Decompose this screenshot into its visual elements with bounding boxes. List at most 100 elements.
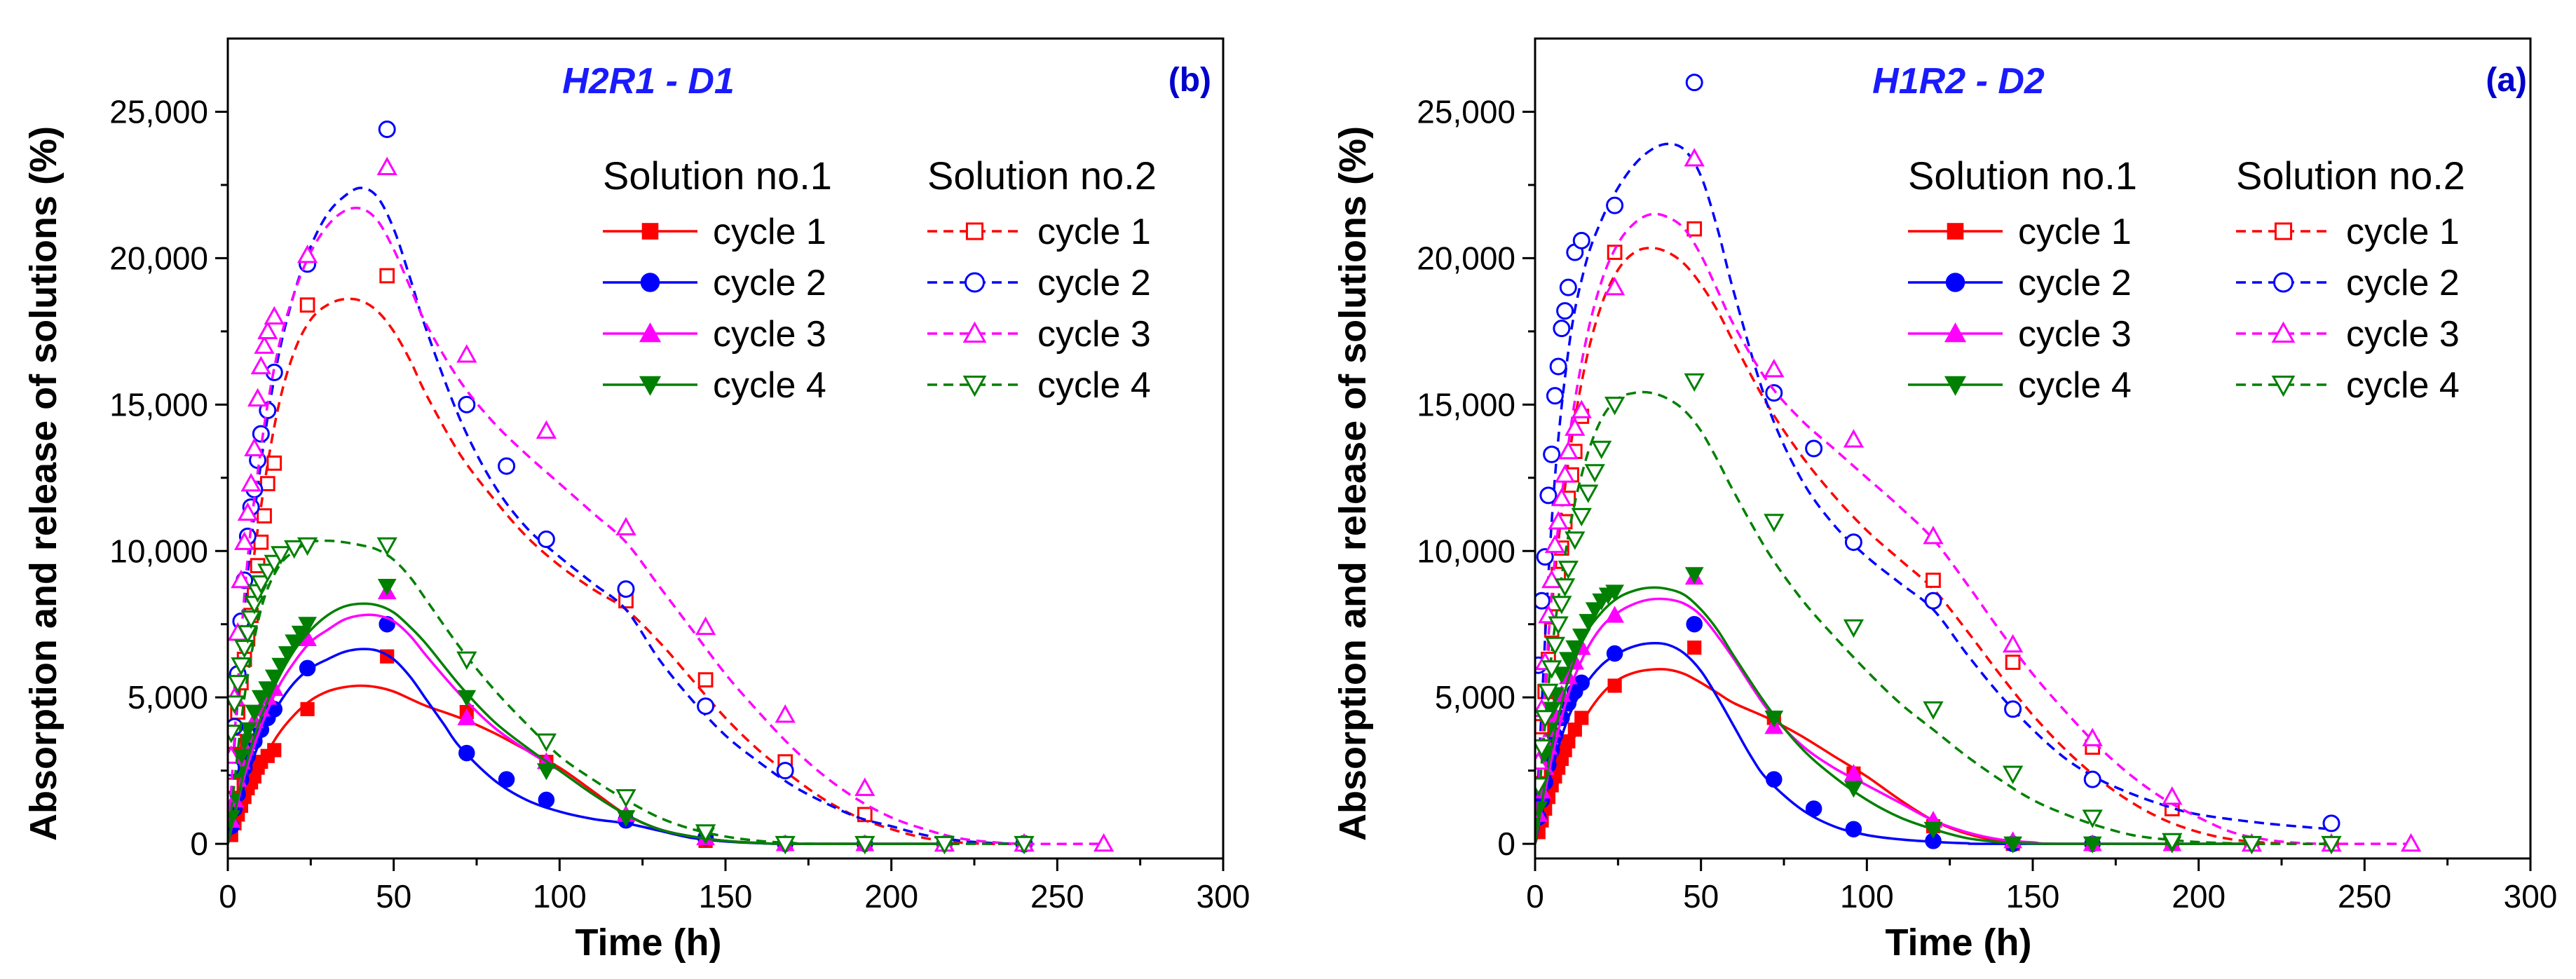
data-point	[1549, 357, 1567, 376]
data-point	[378, 121, 396, 139]
data-point	[854, 777, 875, 796]
legend-item-solution-2-cycle-4: cycle 4	[927, 365, 1151, 406]
data-point	[695, 824, 716, 843]
data-point	[934, 835, 955, 855]
data-point	[1574, 711, 1589, 725]
data-point	[237, 502, 259, 521]
data-point	[1536, 548, 1554, 566]
data-point	[1535, 710, 1555, 729]
legend-item-solution-1-cycle-1: cycle 1	[1908, 212, 2132, 252]
data-point	[1591, 440, 1612, 460]
plot-area: 0 50 100 150 200 250 300 0 5,000 10,000 15,000 20,0…	[109, 37, 1250, 915]
data-point	[1554, 578, 1576, 597]
data-point	[250, 355, 271, 375]
legend-label: cycle 2	[2018, 263, 2132, 303]
data-point	[258, 681, 278, 699]
y-tick-label: 5,000	[128, 679, 208, 716]
data-point	[498, 457, 516, 475]
data-point	[1535, 591, 1551, 610]
data-point	[1567, 723, 1582, 737]
data-point	[284, 540, 305, 559]
data-point	[228, 695, 245, 714]
legend-item-solution-2-cycle-1: cycle 1	[927, 212, 1151, 252]
data-point	[297, 537, 318, 556]
series-layer	[228, 121, 1115, 855]
y-axis-title: Absorption and release of solutions (%)	[1332, 126, 1374, 841]
data-point	[2082, 727, 2103, 746]
series-layer	[1535, 74, 2422, 855]
data-point	[1686, 615, 1703, 633]
data-point	[2004, 700, 2022, 718]
data-point	[231, 657, 252, 676]
legend-marker	[640, 273, 660, 292]
data-point	[291, 625, 311, 643]
panel-h2r1-d1: 0 50 100 150 200 250 300 0 5,000 10,000 15,000 20,0…	[22, 37, 1250, 964]
data-point	[257, 320, 278, 340]
data-point	[1924, 591, 1942, 610]
legend-item-solution-1-cycle-2: cycle 2	[1908, 263, 2132, 303]
legend-label: cycle 3	[2346, 314, 2460, 355]
legend-item-solution-1-cycle-4: cycle 4	[1908, 365, 2132, 406]
data-point	[250, 575, 271, 594]
data-point	[456, 651, 477, 671]
data-point	[2002, 765, 2024, 785]
legend-marker	[641, 223, 659, 240]
legend-marker	[2271, 321, 2296, 343]
data-point	[1845, 821, 1862, 837]
legend-item-solution-1-cycle-2: cycle 2	[603, 263, 826, 303]
fit-curve	[228, 539, 1025, 845]
data-point	[1684, 373, 1705, 392]
data-point	[537, 763, 556, 781]
data-point	[1558, 561, 1579, 580]
data-point	[1584, 464, 1605, 483]
data-point	[285, 634, 304, 652]
data-point	[257, 508, 272, 523]
data-point	[1551, 487, 1572, 507]
x-axis-title: Time (h)	[575, 922, 721, 964]
data-point	[240, 472, 261, 492]
data-point	[1558, 440, 1579, 460]
data-point	[1539, 486, 1558, 505]
data-point	[538, 791, 555, 809]
data-point	[1546, 387, 1564, 405]
legend-marker	[1944, 322, 1967, 343]
data-point	[1844, 533, 1862, 552]
y-tick-label: 10,000	[109, 533, 208, 569]
panel-label: (b)	[1168, 62, 1211, 99]
data-point	[278, 646, 297, 664]
data-point	[1554, 464, 1576, 483]
legend-item-solution-1-cycle-3: cycle 3	[1908, 314, 2132, 355]
data-point	[376, 156, 397, 176]
x-tick-label: 300	[1197, 878, 1250, 915]
x-axis-title: Time (h)	[1885, 922, 2031, 964]
data-point	[1543, 445, 1561, 463]
x-tick-label: 100	[533, 878, 587, 915]
fit-curve	[1535, 597, 2265, 846]
data-point	[379, 268, 395, 284]
data-point	[1926, 573, 1941, 588]
data-point	[253, 534, 269, 550]
x-tick-label: 250	[1030, 878, 1084, 915]
x-tick-label: 50	[376, 878, 411, 915]
data-point	[1565, 417, 1586, 436]
x-tick-label: 150	[2006, 878, 2060, 915]
data-point	[376, 537, 397, 556]
legend-label: cycle 2	[2346, 263, 2460, 303]
data-point	[1805, 800, 1822, 817]
legend-label: cycle 1	[1037, 212, 1151, 252]
data-point	[299, 297, 315, 313]
data-point	[1684, 148, 1705, 167]
legend-label: cycle 3	[713, 314, 826, 355]
legend-marker	[1944, 376, 1967, 396]
y-tick-label: 0	[190, 826, 208, 862]
data-point	[2400, 833, 2422, 852]
data-point	[458, 395, 476, 413]
data-point	[498, 771, 515, 788]
data-point	[1684, 567, 1704, 584]
legend-label: cycle 1	[713, 212, 826, 252]
data-point	[1843, 619, 1865, 638]
data-point	[1764, 514, 1785, 533]
data-point	[1844, 781, 1863, 798]
plot-area: 0 50 100 150 200 250 300 0 5,000 10,000 15,000 20,0…	[1417, 37, 2557, 915]
fit-curve	[1535, 247, 2332, 845]
